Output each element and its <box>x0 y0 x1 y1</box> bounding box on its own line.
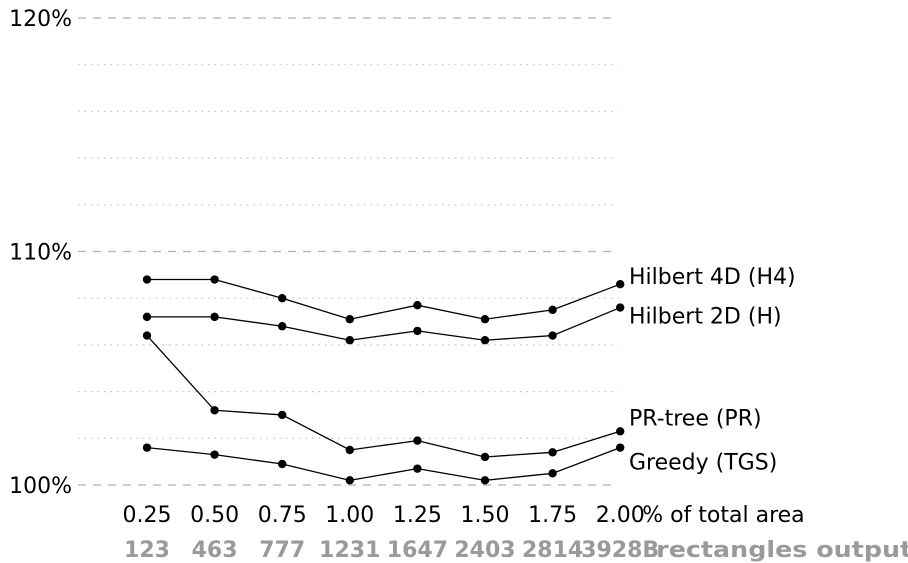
data-point <box>210 450 219 459</box>
data-point <box>210 406 219 415</box>
data-point <box>548 469 557 478</box>
y-axis-ticks: 100% 110% 120% <box>9 7 72 499</box>
data-point <box>413 301 422 310</box>
y-tick-label: 110% <box>9 241 72 266</box>
x-secondary-tick-label: 1231 <box>319 538 380 563</box>
x-tick-label: 1.00 <box>325 503 374 528</box>
x-secondary-tick-label: 2814 <box>522 538 583 563</box>
x-tick-label: 0.50 <box>190 503 239 528</box>
data-point <box>480 476 490 485</box>
data-point <box>345 315 354 324</box>
data-point <box>278 294 287 303</box>
data-point <box>345 476 354 485</box>
data-point <box>548 331 557 340</box>
data-point <box>480 315 490 324</box>
data-point <box>616 443 625 452</box>
series-label: Hilbert 4D (H4) <box>629 265 796 290</box>
x-tick-label: 0.75 <box>258 503 307 528</box>
x-tick-label: 1.25 <box>393 503 442 528</box>
data-point <box>210 312 219 322</box>
series-line <box>147 278 621 320</box>
y-tick-label: 120% <box>9 7 72 32</box>
data-point <box>142 312 152 322</box>
x-tick-label: 1.50 <box>461 503 510 528</box>
x-axis-secondary-unit-label: rectangles output <box>656 538 908 563</box>
y-tick-label: 100% <box>9 474 72 499</box>
series-lines <box>146 278 621 481</box>
data-point <box>548 448 557 457</box>
data-point <box>616 427 625 436</box>
x-tick-label: 0.25 <box>123 503 172 528</box>
series-line <box>147 306 621 341</box>
data-point <box>142 275 152 284</box>
data-point <box>142 443 152 452</box>
x-secondary-tick-label: 123 <box>124 538 170 563</box>
data-point <box>480 336 490 345</box>
data-point <box>480 452 490 462</box>
data-point <box>345 336 354 345</box>
data-point <box>278 410 287 420</box>
x-axis-ticks: % of total area 0.25 0.50 0.75 1.00 1.25 1.50… <box>123 503 805 528</box>
x-tick-label: 2.00 <box>596 503 645 528</box>
series-label: PR-tree (PR) <box>629 406 762 431</box>
data-point <box>278 322 287 331</box>
x-axis-unit-label: % of total area <box>642 503 804 528</box>
x-tick-label: 1.75 <box>528 503 577 528</box>
x-secondary-tick-label: 2403 <box>454 538 515 563</box>
data-point <box>210 275 219 284</box>
series-line <box>146 446 621 481</box>
x-secondary-tick-label: 777 <box>259 538 305 563</box>
x-axis-secondary-ticks: rectangles output 123 463 777 1231 1647 2403 2… <box>124 538 908 563</box>
data-point <box>278 459 287 469</box>
series-points <box>142 275 625 485</box>
data-point <box>142 331 152 340</box>
data-point <box>413 326 422 336</box>
data-point <box>616 279 625 289</box>
data-point <box>616 303 625 312</box>
series-label: Hilbert 2D (H) <box>629 305 782 330</box>
series-label: Greedy (TGS) <box>629 451 777 476</box>
data-point <box>548 305 557 315</box>
gridlines <box>78 17 618 486</box>
data-point <box>345 445 354 455</box>
data-point <box>413 436 422 445</box>
x-secondary-tick-label: 1647 <box>387 538 448 563</box>
x-secondary-tick-label: 3928B <box>581 538 659 563</box>
series-labels: Hilbert 4D (H4) Hilbert 2D (H) PR-tree (PR… <box>629 265 796 475</box>
series-line <box>146 335 621 458</box>
x-secondary-tick-label: 463 <box>192 538 238 563</box>
data-point <box>413 464 422 473</box>
